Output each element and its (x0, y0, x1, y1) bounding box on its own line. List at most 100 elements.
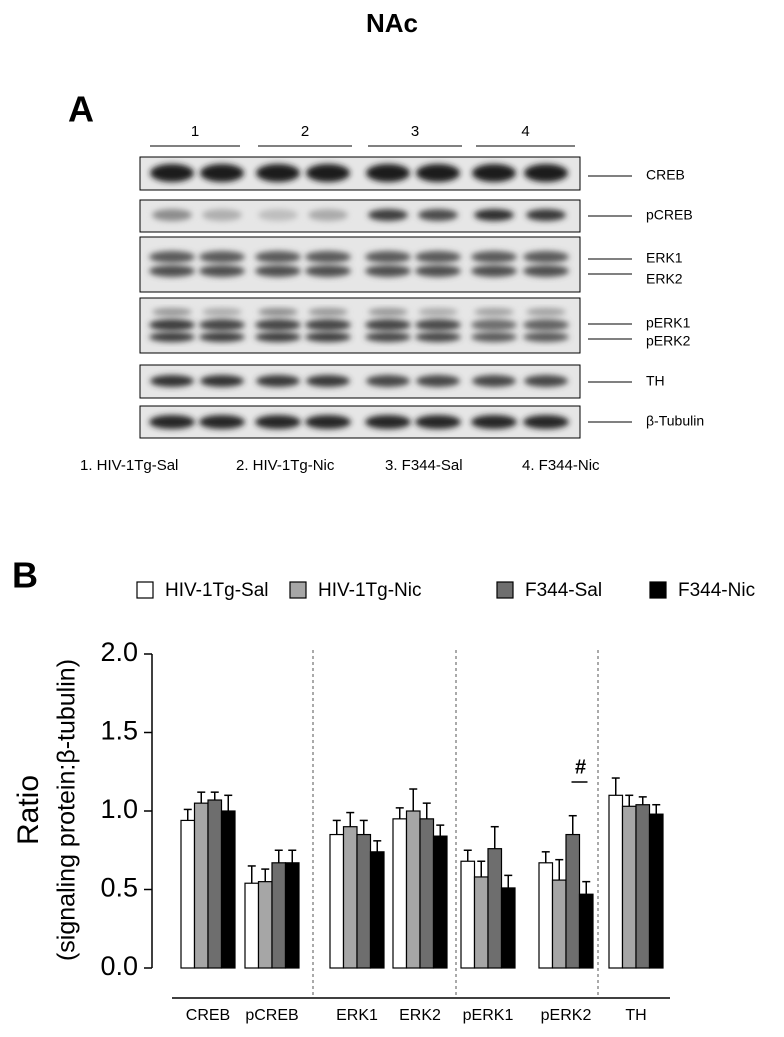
blot-band (471, 265, 517, 277)
blot-band (474, 308, 514, 316)
annotation: # (575, 756, 586, 778)
blot-band (255, 251, 301, 263)
blot-band (526, 209, 566, 221)
bar (500, 887, 516, 969)
blot-band (365, 251, 411, 263)
blot-band (366, 164, 410, 182)
lane-group-label: 3 (411, 123, 419, 140)
bar (244, 882, 260, 969)
bar (608, 794, 624, 969)
blot-band (199, 415, 245, 429)
bar (329, 833, 345, 969)
blot-band (365, 332, 411, 342)
blot-band (149, 251, 195, 263)
blot-band (471, 332, 517, 342)
blot-band (472, 164, 516, 182)
legend-label: HIV-1Tg-Nic (318, 580, 421, 601)
legend-label: HIV-1Tg-Sal (165, 580, 268, 601)
blot-band (255, 265, 301, 277)
bar (538, 862, 554, 969)
blot-label: CREB (646, 167, 685, 183)
blot-band (368, 308, 408, 316)
blot-band (305, 319, 351, 331)
bar (405, 810, 421, 969)
blot-band (308, 209, 348, 221)
bar (635, 804, 651, 969)
lane-legend: 2. HIV-1Tg-Nic (236, 457, 335, 474)
blot-band (152, 209, 192, 221)
lane-group-label: 2 (301, 123, 309, 140)
blot-band (523, 332, 569, 342)
blot-label: TH (646, 373, 665, 389)
blot-band (471, 415, 517, 429)
bar (565, 833, 581, 969)
blot-band (524, 375, 568, 387)
blot-band (199, 319, 245, 331)
blot-band (526, 308, 566, 316)
blot-band (523, 319, 569, 331)
lane-group-label: 4 (521, 123, 529, 140)
blot-band (255, 332, 301, 342)
legend-label: F344-Nic (678, 580, 755, 601)
legend-swatch (289, 581, 307, 599)
bar (392, 818, 408, 969)
bar (207, 799, 223, 969)
bar (460, 860, 476, 969)
legend-swatch (136, 581, 154, 599)
blot-band (305, 332, 351, 342)
blot-label: pERK2 (646, 333, 691, 349)
blot-band (256, 375, 300, 387)
blot-band (200, 375, 244, 387)
blot-band (306, 164, 350, 182)
y-tick-label: 1.5 (100, 716, 138, 746)
blot-band (365, 415, 411, 429)
blot-label: β-Tubulin (646, 413, 704, 429)
blot-label: ERK2 (646, 271, 683, 287)
blot-band (149, 319, 195, 331)
blot-band (365, 265, 411, 277)
lane-legend: 4. F344-Nic (522, 457, 600, 474)
blot-label: pCREB (646, 207, 693, 223)
blot-band (524, 164, 568, 182)
legend-swatch (649, 581, 667, 599)
bar (621, 805, 637, 969)
blot-band (199, 265, 245, 277)
bar (648, 813, 664, 969)
blot-band (149, 332, 195, 342)
panel-letter: B (12, 555, 38, 596)
blot-band (366, 375, 410, 387)
blot-panel: 1 2 3 4 CREB pCREB ERK1 ERK2 pERK1 pERK2 TH β-Tubul… (80, 123, 704, 474)
legend-label: F344-Sal (525, 580, 602, 601)
blot-band (305, 265, 351, 277)
bar (257, 881, 273, 969)
bar (193, 802, 209, 969)
blot-band (200, 164, 244, 182)
blot-band (474, 209, 514, 221)
legend-swatch (496, 581, 514, 599)
blot-band (471, 251, 517, 263)
blot-band (523, 265, 569, 277)
blot-band (199, 332, 245, 342)
blot-band (416, 375, 460, 387)
blot-band (256, 164, 300, 182)
blot-band (152, 308, 192, 316)
blot-band (306, 375, 350, 387)
blot-band (149, 415, 195, 429)
x-tick-label: ERK1 (336, 1007, 378, 1024)
panel-letter: A (68, 89, 94, 130)
lane-group-label: 1 (191, 123, 199, 140)
x-tick-label: pERK2 (541, 1007, 592, 1024)
blot-band (368, 209, 408, 221)
blot-band (258, 308, 298, 316)
bar (578, 893, 594, 969)
y-tick-label: 2.0 (100, 637, 138, 667)
blot-strip (139, 236, 581, 293)
bar (432, 835, 448, 969)
x-tick-label: ERK2 (399, 1007, 441, 1024)
bar (369, 851, 385, 969)
blot-label: ERK1 (646, 250, 683, 266)
blot-band (149, 265, 195, 277)
bar (487, 848, 503, 969)
bar (342, 826, 358, 969)
bar (473, 876, 489, 969)
